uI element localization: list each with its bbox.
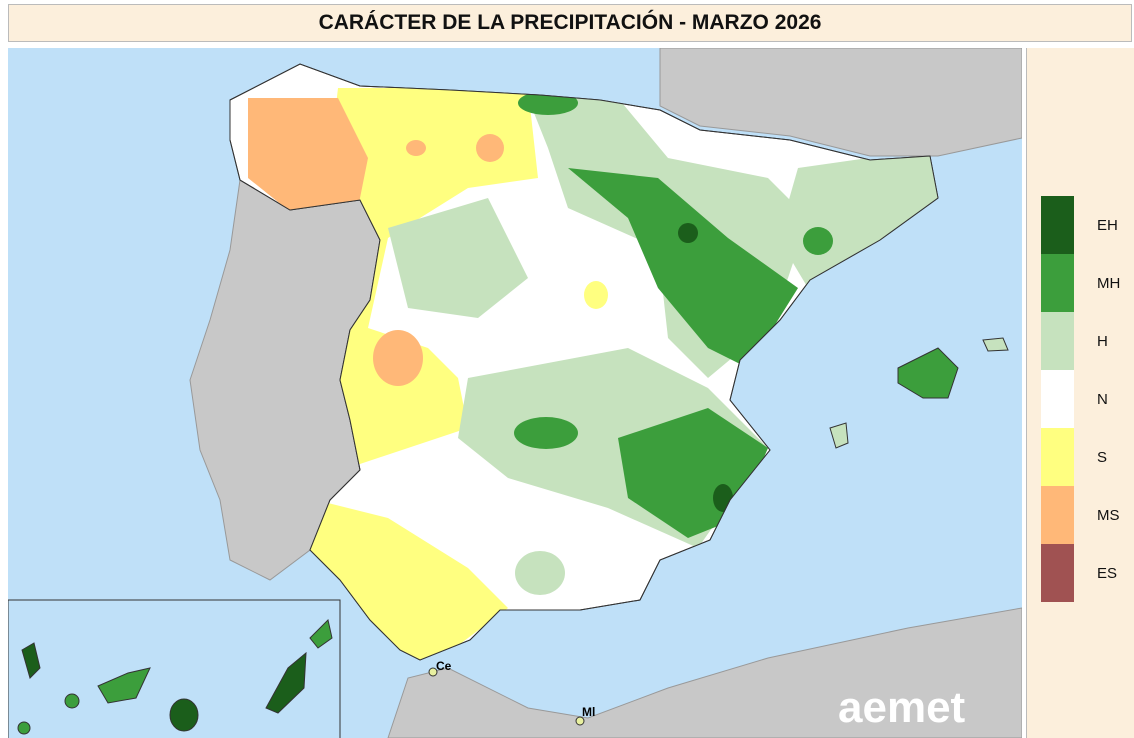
precip-area (406, 140, 426, 156)
legend-label: N (1097, 391, 1108, 408)
legend-label: MS (1097, 507, 1120, 524)
precip-area (373, 330, 423, 386)
legend-swatch (1041, 486, 1074, 544)
precip-area (18, 722, 30, 734)
precip-area (584, 281, 608, 309)
legend-label: EH (1097, 217, 1118, 234)
legend-label: S (1097, 449, 1107, 466)
precip-area (983, 338, 1008, 351)
legend-label: ES (1097, 565, 1117, 582)
precip-area (515, 551, 565, 595)
precip-area (678, 223, 698, 243)
place-label: Ml (582, 705, 595, 719)
legend-swatch (1041, 196, 1074, 254)
legend-swatch (1041, 312, 1074, 370)
legend-item: S (1041, 428, 1131, 486)
legend-swatch (1041, 370, 1074, 428)
legend-swatch (1041, 544, 1074, 602)
legend-label: MH (1097, 275, 1120, 292)
logo: aemet (838, 683, 966, 732)
precip-area (514, 417, 578, 449)
legend-item: N (1041, 370, 1131, 428)
legend-item: H (1041, 312, 1131, 370)
page: CARÁCTER DE LA PRECIPITACIÓN - MARZO 202… (0, 0, 1134, 738)
legend-item: MS (1041, 486, 1131, 544)
legend-swatch (1041, 428, 1074, 486)
title: CARÁCTER DE LA PRECIPITACIÓN - MARZO 202… (8, 4, 1132, 42)
legend: EH MH H N S MS ES (1026, 48, 1134, 738)
legend-item: MH (1041, 254, 1131, 312)
legend-item: ES (1041, 544, 1131, 602)
legend-label: H (1097, 333, 1108, 350)
precip-area (476, 134, 504, 162)
precip-area (803, 227, 833, 255)
precip-area (65, 694, 79, 708)
precip-area (170, 699, 198, 731)
legend-item: EH (1041, 196, 1131, 254)
map: Ce Ml aemet (8, 48, 1022, 738)
place-label: Ce (436, 659, 452, 673)
legend-swatch (1041, 254, 1074, 312)
